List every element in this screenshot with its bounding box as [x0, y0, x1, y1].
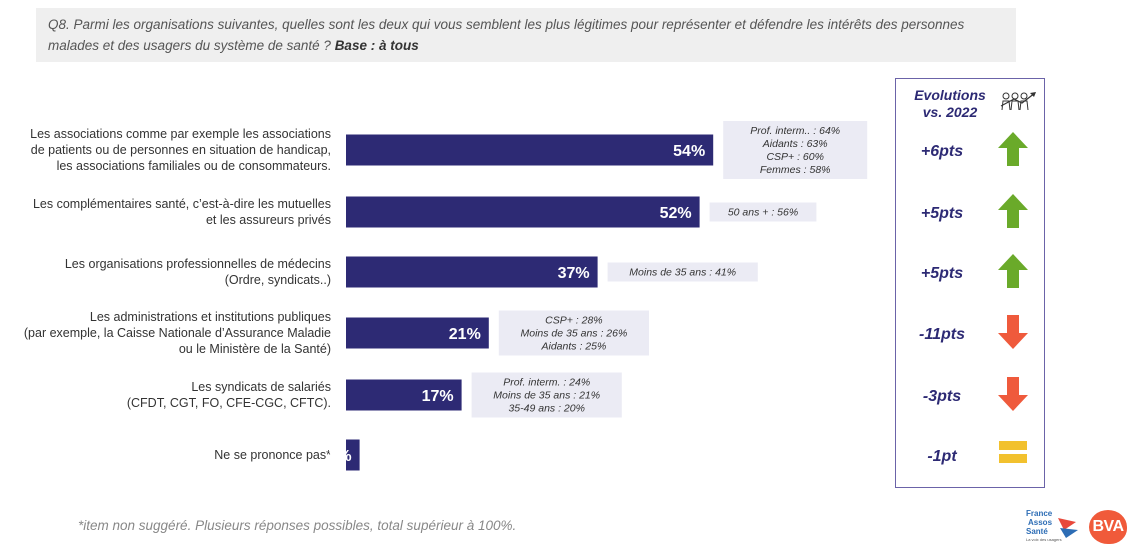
- category-label: et les assureurs privés: [206, 213, 331, 227]
- data-label: 52%: [660, 205, 692, 222]
- evolution-label: -11pts: [919, 326, 965, 343]
- bva-logo: BVA: [1089, 510, 1127, 544]
- evolutions-title-line2: vs. 2022: [922, 104, 978, 120]
- evolution-label: +6pts: [921, 143, 963, 160]
- equal-icon: [999, 454, 1027, 463]
- arrow-up-icon: [998, 194, 1028, 228]
- subgroup-label: Moins de 35 ans : 41%: [629, 267, 736, 279]
- trend-arrowhead: [1030, 92, 1036, 97]
- subgroup-box: [607, 262, 758, 282]
- evolutions-panel: Evolutions vs. 2022: [895, 78, 1045, 488]
- question-text: Q8. Parmi les organisations suivantes, q…: [48, 17, 965, 53]
- subgroup-box: [709, 202, 817, 222]
- category-label: (CFDT, CGT, FO, CFE-CGC, CFTC).: [127, 396, 331, 410]
- arrow-up-icon: [998, 254, 1028, 288]
- equal-icon: [999, 441, 1027, 450]
- logo-shape-red: [1058, 518, 1076, 530]
- subgroup-label: Prof. interm.. : 64%: [750, 125, 840, 137]
- france-assos-sante-logo: France Assos Santé La voix des usagers: [1026, 509, 1078, 542]
- evolution-label: +5pts: [921, 265, 963, 282]
- person-head: [1002, 92, 1010, 100]
- person-body: [1010, 100, 1020, 111]
- bar: [346, 256, 598, 288]
- subgroup-box: [723, 121, 868, 179]
- bar: [346, 439, 360, 471]
- subgroup-label: Prof. interm. : 24%: [503, 377, 590, 389]
- logo-france: France: [1026, 509, 1053, 518]
- category-label: (par exemple, la Caisse Nationale d’Assu…: [24, 326, 331, 340]
- category-label: Les associations comme par exemple les a…: [30, 127, 331, 141]
- evolution-label: -1pt: [927, 448, 957, 465]
- category-label: Les syndicats de salariés: [191, 380, 331, 394]
- category-label: Les complémentaires santé, c’est-à-dire …: [33, 197, 331, 211]
- category-label: de patients ou de personnes en situation…: [31, 143, 331, 157]
- subgroup-label: Femmes : 58%: [760, 164, 831, 176]
- bar: [346, 134, 714, 166]
- evolution-label: +5pts: [921, 205, 963, 222]
- evolutions-title: Evolutions vs. 2022: [906, 87, 994, 121]
- data-label: 17%: [422, 388, 454, 405]
- subgroup-label: Moins de 35 ans : 21%: [493, 390, 600, 402]
- category-label: ou le Ministère de la Santé): [179, 342, 331, 356]
- logo-sante: Santé: [1026, 527, 1048, 536]
- logo-tagline: La voix des usagers: [1026, 537, 1062, 542]
- question-base: Base : à tous: [334, 38, 419, 53]
- subgroup-label: CSP+ : 60%: [766, 151, 824, 163]
- footnote: *item non suggéré. Plusieurs réponses po…: [78, 518, 517, 533]
- data-label: 37%: [558, 265, 590, 282]
- subgroup-label: 50 ans + : 56%: [728, 207, 798, 219]
- subgroup-box: [498, 310, 649, 356]
- person-head: [1011, 92, 1019, 100]
- subgroup-label: 35-49 ans : 20%: [508, 403, 584, 415]
- trend-line: [1000, 92, 1036, 107]
- question-box: Q8. Parmi les organisations suivantes, q…: [36, 8, 1016, 62]
- subgroup-box: [471, 372, 622, 418]
- logo-assos: Assos: [1028, 518, 1053, 527]
- category-label: les associations familiales ou de consom…: [57, 159, 331, 173]
- evolutions-title-line1: Evolutions: [914, 87, 986, 103]
- bar: [346, 196, 700, 228]
- bar: [346, 379, 462, 411]
- category-label: Les administrations et institutions publ…: [90, 310, 331, 324]
- arrow-down-icon: [998, 377, 1028, 411]
- bar: [346, 317, 489, 349]
- data-label: 54%: [673, 143, 705, 160]
- category-label: (Ordre, syndicats..): [225, 273, 331, 287]
- arrow-down-icon: [998, 315, 1028, 349]
- data-label: 21%: [449, 326, 481, 343]
- subgroup-label: Aidants : 25%: [541, 341, 607, 353]
- subgroup-label: Moins de 35 ans : 26%: [520, 328, 627, 340]
- category-label: Ne se prononce pas*: [214, 448, 331, 462]
- people-trend-icon: [1000, 92, 1036, 111]
- person-head: [1020, 92, 1028, 100]
- data-label: 2%: [328, 448, 351, 465]
- evolution-label: -3pts: [923, 388, 961, 405]
- subgroup-label: CSP+ : 28%: [545, 315, 603, 327]
- category-label: Les organisations professionnelles de mé…: [65, 257, 331, 271]
- arrow-up-icon: [998, 132, 1028, 166]
- logo-shape-blue: [1060, 528, 1078, 538]
- subgroup-label: Aidants : 63%: [762, 138, 828, 150]
